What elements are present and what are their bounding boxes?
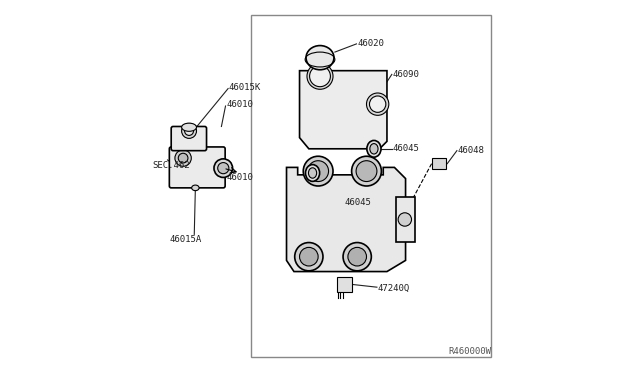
Circle shape: [351, 156, 381, 186]
Ellipse shape: [182, 123, 196, 131]
Text: 46010: 46010: [227, 173, 253, 182]
Circle shape: [214, 159, 232, 177]
Text: 46045: 46045: [392, 144, 419, 153]
Text: R460000W: R460000W: [448, 347, 491, 356]
Circle shape: [175, 150, 191, 166]
Ellipse shape: [367, 141, 381, 157]
Circle shape: [308, 161, 328, 182]
Text: 46010: 46010: [227, 100, 253, 109]
Circle shape: [303, 156, 333, 186]
Ellipse shape: [370, 144, 378, 154]
Circle shape: [184, 126, 193, 135]
Circle shape: [348, 247, 367, 266]
Bar: [251, 15, 491, 357]
Circle shape: [343, 243, 371, 271]
Circle shape: [367, 93, 389, 115]
Circle shape: [310, 66, 330, 87]
Polygon shape: [337, 277, 351, 292]
Ellipse shape: [305, 164, 319, 182]
Text: 46015A: 46015A: [170, 235, 202, 244]
Polygon shape: [300, 71, 387, 149]
Circle shape: [182, 124, 196, 138]
Circle shape: [398, 213, 412, 226]
Ellipse shape: [306, 46, 334, 70]
Circle shape: [307, 63, 333, 89]
Text: 47240Q: 47240Q: [378, 284, 410, 293]
Text: 46045: 46045: [344, 198, 371, 207]
Text: 46020: 46020: [357, 39, 384, 48]
Circle shape: [218, 163, 229, 174]
Circle shape: [179, 153, 188, 163]
Bar: [396, 197, 415, 242]
Text: 46090: 46090: [392, 70, 419, 79]
Polygon shape: [287, 167, 406, 272]
Circle shape: [294, 243, 323, 271]
Ellipse shape: [191, 185, 199, 191]
Circle shape: [356, 161, 377, 182]
FancyBboxPatch shape: [172, 126, 207, 151]
Ellipse shape: [308, 168, 317, 178]
Text: 46048: 46048: [458, 146, 484, 155]
FancyBboxPatch shape: [170, 147, 225, 188]
Circle shape: [369, 96, 386, 112]
Text: 46015K: 46015K: [229, 83, 261, 92]
Text: SEC.462: SEC.462: [152, 161, 190, 170]
Polygon shape: [431, 158, 447, 169]
Circle shape: [300, 247, 318, 266]
